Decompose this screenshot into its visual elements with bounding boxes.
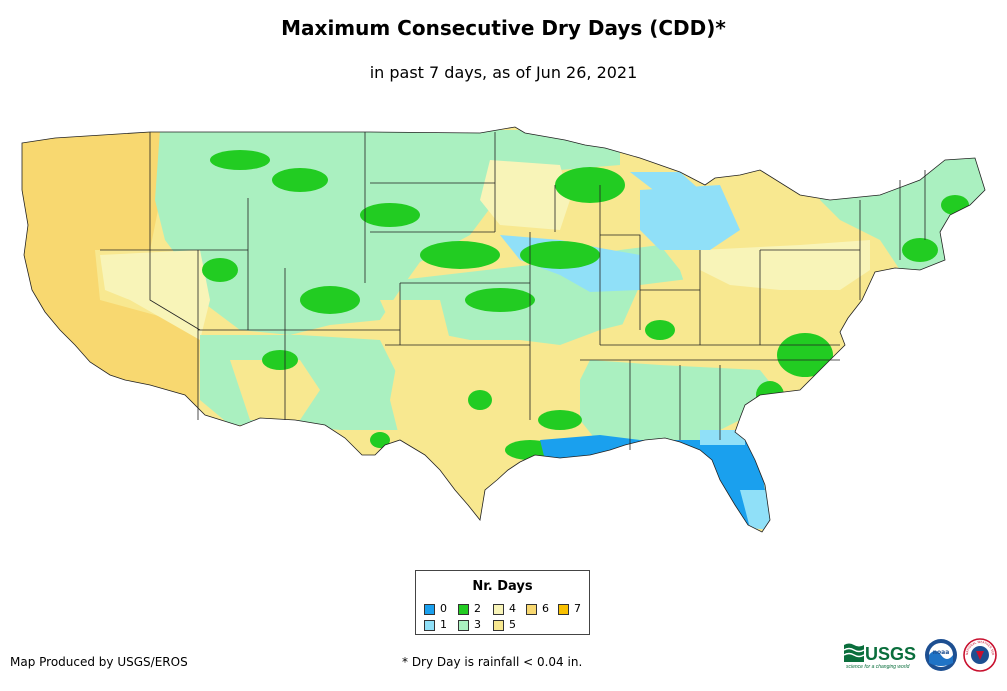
legend-item-6: 6 [526, 603, 549, 615]
noaa-wave-icon [929, 651, 953, 666]
legend-item-5: 5 [493, 619, 516, 631]
legend-item-4: 4 [493, 603, 516, 615]
usgs-logo: USGS science for a changing world [843, 643, 916, 670]
map-subtitle: in past 7 days, as of Jun 26, 2021 [369, 63, 638, 82]
zone-2-days-patch [468, 390, 492, 410]
zone-2-days-patch [777, 333, 833, 377]
legend-swatch [493, 603, 504, 615]
dry-day-footnote: * Dry Day is rainfall < 0.04 in. [402, 655, 583, 669]
zone-5-days-ohio-valley [620, 275, 840, 355]
zone-5-days-texas [390, 345, 540, 490]
legend-label: 5 [509, 618, 516, 631]
nws-logo: NATIONAL WEATHER SERVICE [963, 638, 997, 672]
zone-2-days-patch [202, 258, 238, 282]
zone-2-days-patch [370, 432, 390, 448]
usgs-wave-line [843, 652, 865, 658]
zone-1-day-michigan [640, 185, 740, 250]
legend-swatch [424, 603, 435, 615]
legend-swatch [424, 619, 435, 631]
zone-2-days-patch [902, 238, 938, 262]
state-border-lines [100, 132, 926, 450]
legend-swatch [558, 603, 569, 615]
legend-swatch [493, 619, 504, 631]
zone-5-days-southern-plains [380, 300, 450, 345]
map-title: Maximum Consecutive Dry Days (CDD)* [281, 16, 726, 40]
zone-2-days-patch [465, 288, 535, 312]
legend-item-1: 1 [424, 619, 447, 631]
legend-label: 1 [440, 618, 447, 631]
usgs-wave-icon [844, 643, 864, 662]
zone-2-days-patch [941, 195, 969, 215]
usgs-wave-line [843, 647, 865, 653]
legend-label: 7 [574, 602, 581, 615]
zone-2-days-patch [210, 150, 270, 170]
zone-2-days-patch [555, 167, 625, 203]
cdd-map [21, 126, 986, 533]
legend-swatch [458, 603, 469, 615]
zone-2-days-patch [300, 286, 360, 314]
usgs-tagline: science for a changing world [846, 664, 910, 670]
cdd-fill [22, 127, 985, 532]
zone-2-days-patch [420, 241, 500, 269]
zone-4-days-upper-midwest [480, 160, 570, 230]
zone-2-days-patch [538, 410, 582, 430]
zone-4-days-basin [100, 250, 210, 340]
zone-1-day-south-florida [740, 490, 770, 530]
legend-swatch [458, 619, 469, 631]
noaa-text: noaa [933, 649, 950, 656]
legend-label: 4 [509, 602, 516, 615]
legend-item-7: 7 [558, 603, 581, 615]
legend: Nr. Days 0 1 2 3 4 5 6 7 [415, 570, 590, 635]
legend-item-3: 3 [458, 619, 481, 631]
map-producer-credit: Map Produced by USGS/EROS [10, 655, 188, 669]
legend-item-2: 2 [458, 603, 481, 615]
zone-1-day-superior [630, 172, 700, 195]
zone-2-days-patch [272, 168, 328, 192]
zone-5-days-arizona [230, 360, 320, 420]
zone-4-days-northeast [700, 240, 870, 290]
state-borders [21, 126, 986, 533]
nws-triangle-icon [976, 651, 984, 660]
legend-label: 0 [440, 602, 447, 615]
zone-2-days-patch [262, 350, 298, 370]
legend-item-0: 0 [424, 603, 447, 615]
legend-swatch [526, 603, 537, 615]
zone-1-day-georgia-coast [700, 430, 745, 445]
usgs-logo-text: USGS [865, 644, 916, 664]
legend-label: 3 [474, 618, 481, 631]
legend-title: Nr. Days [472, 579, 533, 594]
legend-label: 2 [474, 602, 481, 615]
legend-label: 6 [542, 602, 549, 615]
zone-2-days-patch [360, 203, 420, 227]
zone-2-days-patch [520, 241, 600, 269]
noaa-logo: noaa [925, 639, 957, 671]
zone-2-days-patch [645, 320, 675, 340]
